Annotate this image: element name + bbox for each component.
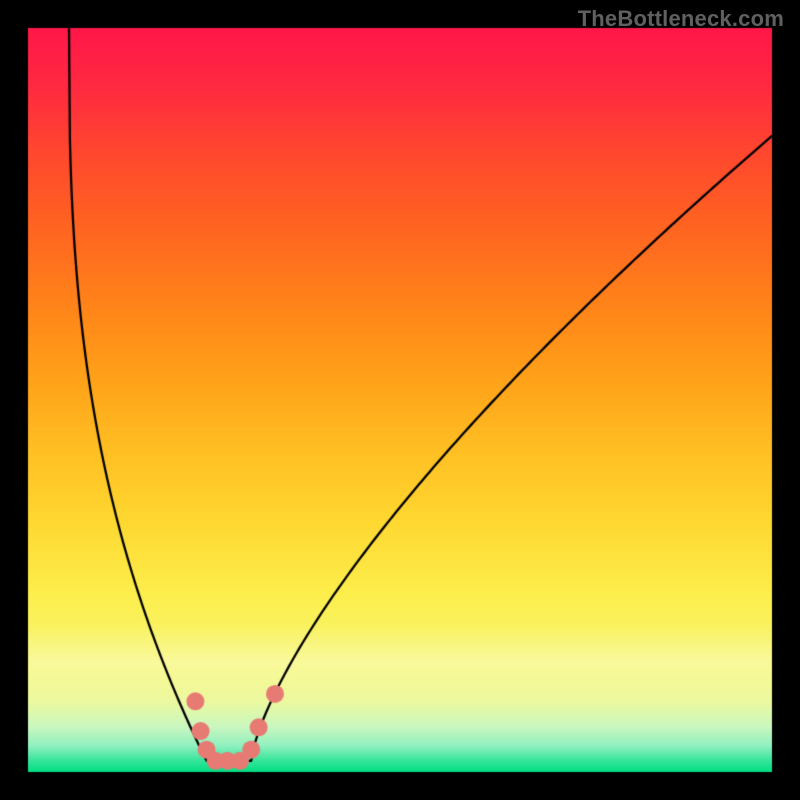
chart-stage: TheBottleneck.com [0,0,800,800]
watermark-label: TheBottleneck.com [578,6,784,32]
gradient-background [0,0,800,800]
